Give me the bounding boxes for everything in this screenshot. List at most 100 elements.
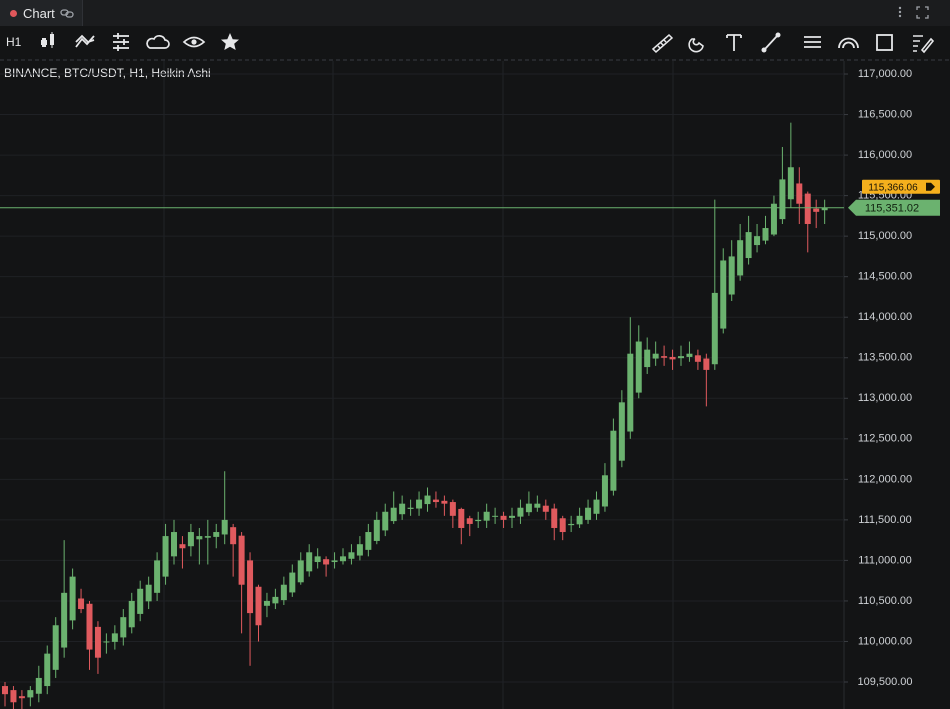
favorite-button[interactable] bbox=[221, 33, 239, 50]
candle-body bbox=[576, 515, 583, 525]
candle-body bbox=[804, 193, 811, 224]
candle-body bbox=[18, 696, 25, 699]
candle-body bbox=[661, 356, 668, 358]
candle-body bbox=[711, 292, 718, 365]
maximize-button[interactable] bbox=[916, 6, 929, 19]
candle-body bbox=[500, 515, 507, 520]
candle-body bbox=[399, 503, 406, 515]
y-tick-label: 117,000.00 bbox=[858, 68, 912, 80]
candle-body bbox=[466, 518, 473, 524]
candle-body bbox=[542, 505, 549, 512]
candle-body bbox=[297, 560, 304, 583]
candle-body bbox=[618, 402, 625, 461]
candle-body bbox=[204, 536, 211, 538]
y-tick-label: 114,500.00 bbox=[858, 271, 912, 283]
tab-bar: Chart bbox=[0, 0, 950, 27]
magnet-tool[interactable] bbox=[688, 38, 704, 53]
link-icon[interactable] bbox=[60, 7, 74, 19]
y-tick-label: 109,500.00 bbox=[857, 676, 912, 688]
candle-body bbox=[162, 536, 169, 577]
candle-body bbox=[289, 572, 296, 593]
candle-body bbox=[348, 552, 355, 559]
ruler-tool[interactable] bbox=[651, 33, 674, 54]
candle-body bbox=[458, 508, 465, 528]
lines-tool[interactable] bbox=[804, 36, 821, 48]
candle-body bbox=[601, 475, 608, 507]
candle-body bbox=[314, 556, 321, 563]
candle-body bbox=[94, 626, 101, 658]
candle-body bbox=[483, 511, 490, 521]
text-tool[interactable] bbox=[726, 34, 742, 51]
y-tick-label: 111,000.00 bbox=[858, 554, 911, 566]
candle-body bbox=[593, 499, 600, 514]
menu-button[interactable] bbox=[898, 6, 902, 18]
candle-body bbox=[323, 559, 330, 565]
candle-body bbox=[534, 503, 541, 508]
settings-button[interactable] bbox=[113, 33, 129, 51]
time-grid bbox=[163, 61, 674, 709]
candle-body bbox=[340, 556, 346, 562]
candle-body bbox=[678, 356, 684, 359]
candle-body bbox=[652, 353, 659, 359]
candle-body bbox=[525, 503, 532, 513]
indicators-button[interactable] bbox=[75, 34, 95, 48]
candle-body bbox=[179, 544, 186, 549]
visibility-button[interactable] bbox=[182, 36, 206, 48]
price-label-bg bbox=[848, 199, 940, 216]
tab-status-dot bbox=[10, 10, 17, 17]
timeframe-button[interactable]: H1 bbox=[6, 35, 22, 49]
price-label: 115,351.02 bbox=[865, 203, 919, 215]
candle-body bbox=[813, 208, 820, 212]
candle-body bbox=[111, 633, 118, 642]
y-tick-label: 111,500.00 bbox=[858, 514, 911, 526]
candle-body bbox=[779, 179, 786, 220]
candle-body bbox=[247, 560, 254, 614]
candle-body bbox=[137, 588, 144, 614]
candle-body bbox=[441, 500, 448, 504]
y-tick-label: 113,500.00 bbox=[858, 352, 912, 364]
candle-body bbox=[280, 584, 287, 601]
candle-body bbox=[770, 203, 777, 235]
candle-body bbox=[559, 518, 566, 533]
candle-body bbox=[196, 536, 203, 540]
candle-body bbox=[703, 358, 710, 370]
candle-body bbox=[407, 507, 414, 509]
drawing-tools bbox=[651, 32, 935, 54]
window-controls bbox=[898, 6, 929, 19]
rectangle-tool[interactable] bbox=[876, 34, 893, 51]
candle-body bbox=[356, 544, 363, 556]
chart-tab[interactable]: Chart bbox=[0, 0, 83, 26]
candle-body bbox=[171, 532, 177, 557]
cloud-button[interactable] bbox=[146, 35, 170, 49]
y-tick-label: 110,500.00 bbox=[858, 595, 912, 607]
notes-tool[interactable] bbox=[913, 35, 935, 54]
arc-tool[interactable] bbox=[838, 37, 859, 49]
toolbar: H1 bbox=[0, 26, 950, 58]
candle-body bbox=[432, 499, 439, 503]
candle-body bbox=[331, 560, 338, 563]
y-tick-label: 114,000.00 bbox=[858, 311, 912, 323]
candle-body bbox=[475, 519, 482, 522]
candle-body bbox=[120, 617, 127, 638]
candle-body bbox=[373, 519, 380, 541]
candle-body bbox=[263, 600, 270, 606]
candle-body bbox=[69, 576, 76, 621]
candle-body bbox=[449, 502, 456, 516]
candle-body bbox=[35, 677, 42, 694]
trendline-tool[interactable] bbox=[761, 32, 781, 53]
y-tick-label: 112,500.00 bbox=[858, 433, 912, 445]
candle-body bbox=[213, 532, 220, 537]
chart-type-button[interactable] bbox=[41, 32, 54, 48]
candle-body bbox=[145, 584, 152, 602]
candle-body bbox=[424, 495, 431, 505]
candle-body bbox=[52, 625, 59, 670]
candle-body bbox=[365, 532, 372, 550]
candle-body bbox=[517, 507, 524, 517]
candle-body bbox=[686, 353, 693, 357]
candle-body bbox=[255, 586, 262, 626]
y-tick-label: 116,500.00 bbox=[858, 108, 912, 120]
candle-body bbox=[86, 603, 93, 650]
candle-body bbox=[230, 527, 237, 545]
y-tick-label: 116,000.00 bbox=[858, 149, 912, 161]
candle-body bbox=[737, 240, 744, 276]
